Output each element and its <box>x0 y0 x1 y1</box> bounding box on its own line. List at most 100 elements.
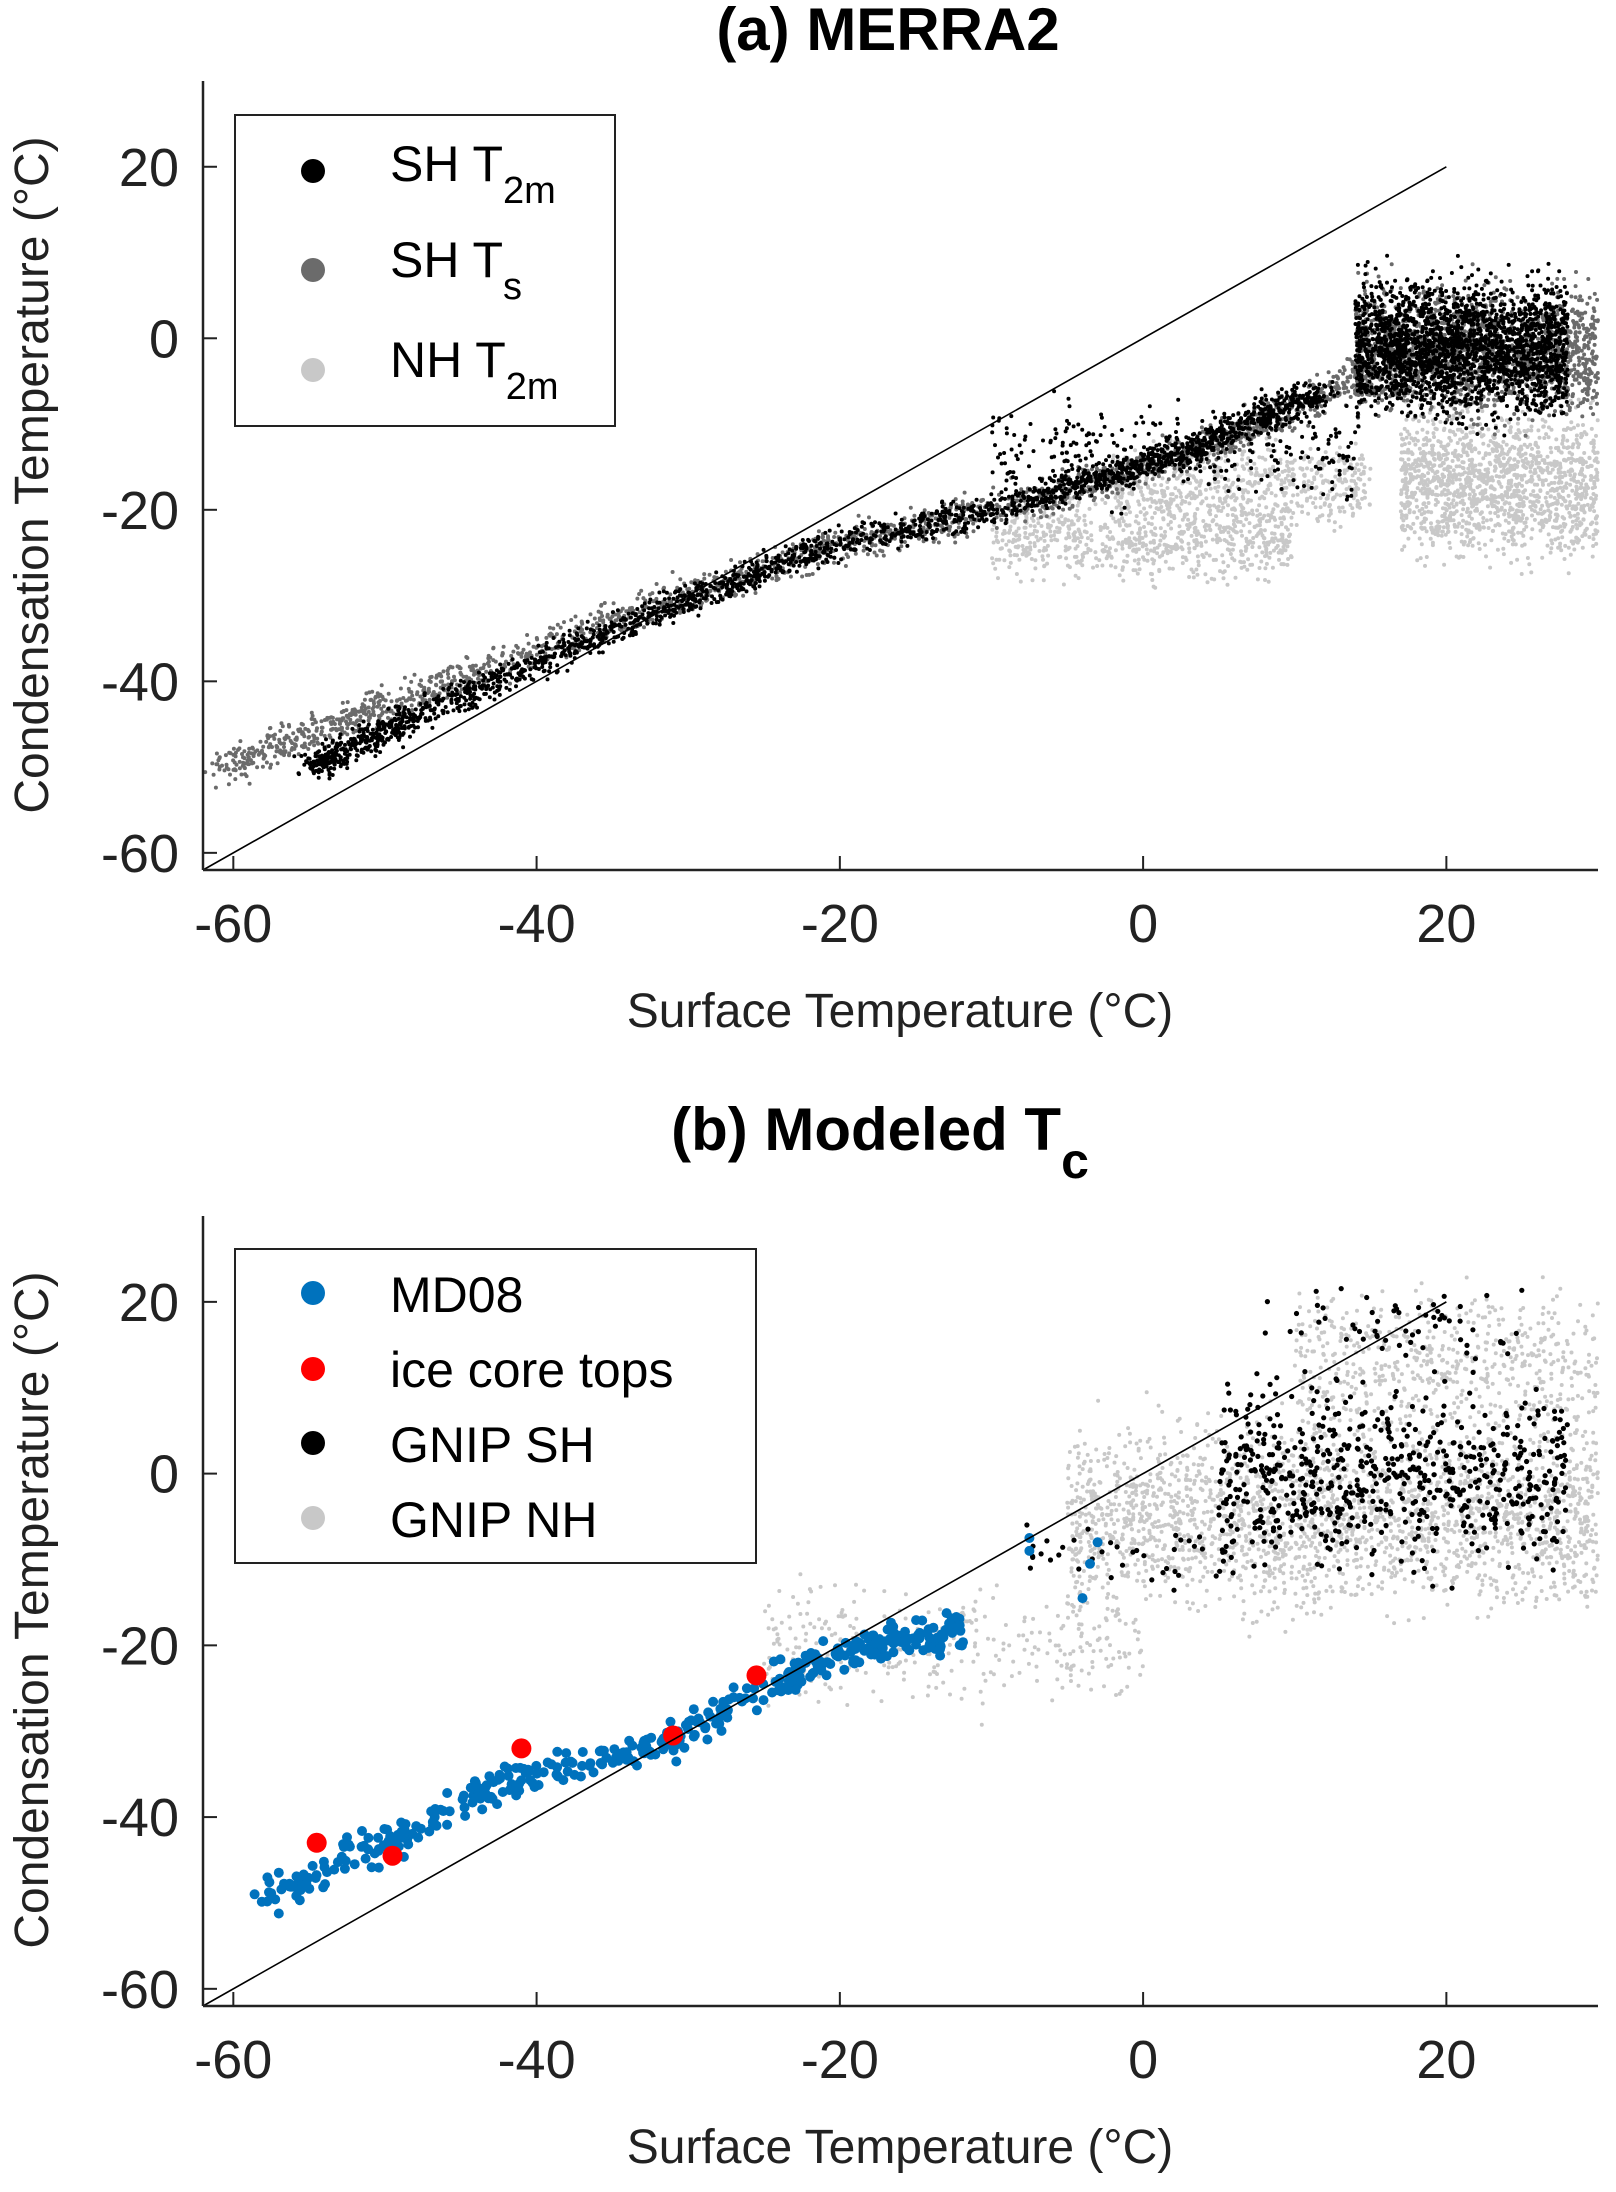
point-nh-t2m <box>1429 525 1434 530</box>
point-nh-t2m <box>1442 467 1447 472</box>
point-nh-t2m <box>1018 579 1023 584</box>
point-nh-t2m <box>1356 468 1361 473</box>
point-nh-t2m <box>1162 493 1167 498</box>
point-nh-t2m <box>1163 529 1167 534</box>
point-nh-t2m <box>1422 510 1427 515</box>
point-nh-t2m <box>1454 554 1459 559</box>
point-nh-t2m <box>1241 496 1246 501</box>
point-nh-t2m <box>1286 557 1291 561</box>
point-nh-t2m <box>1306 479 1311 484</box>
point-sh-ts <box>591 623 595 628</box>
point-nh-t2m <box>1481 433 1486 438</box>
point-nh-t2m <box>1155 490 1160 495</box>
point-nh-t2m <box>990 527 995 532</box>
point-nh-t2m <box>1322 463 1327 468</box>
point-nh-t2m <box>1560 475 1565 479</box>
point-sh-ts <box>409 679 414 684</box>
point-sh-ts <box>1570 307 1575 312</box>
point-sh-ts <box>1577 325 1582 330</box>
point-nh-t2m <box>1415 504 1419 509</box>
point-sh-ts <box>1590 316 1595 321</box>
point-nh-t2m <box>1561 496 1566 500</box>
point-nh-t2m <box>1580 534 1585 539</box>
point-nh-t2m <box>1574 480 1579 484</box>
point-sh-ts <box>1150 477 1155 482</box>
point-nh-t2m <box>1461 507 1466 512</box>
point-nh-t2m <box>1580 545 1585 550</box>
point-nh-t2m <box>1522 429 1527 433</box>
point-sh-ts <box>832 560 836 565</box>
point-nh-t2m <box>1300 504 1304 509</box>
point-nh-t2m <box>1408 472 1412 477</box>
point-sh-ts <box>1575 338 1580 343</box>
point-sh-ts <box>217 767 222 772</box>
point-nh-t2m <box>1066 531 1071 536</box>
point-nh-t2m <box>1216 508 1221 513</box>
point-sh-ts <box>780 550 785 555</box>
point-nh-t2m <box>1575 423 1580 428</box>
point-nh-t2m <box>1157 567 1162 572</box>
point-sh-ts <box>1584 391 1589 396</box>
point-nh-t2m <box>1289 515 1294 520</box>
point-nh-t2m <box>1350 473 1355 478</box>
point-nh-t2m <box>1546 435 1551 440</box>
point-nh-t2m <box>1231 522 1236 527</box>
point-nh-t2m <box>1166 504 1171 509</box>
point-nh-t2m <box>1545 543 1550 548</box>
point-sh-ts <box>1492 397 1496 402</box>
point-nh-t2m <box>1277 473 1281 477</box>
point-nh-t2m <box>1140 544 1145 549</box>
point-nh-t2m <box>1400 523 1405 528</box>
point-nh-t2m <box>1037 549 1042 553</box>
point-sh-ts <box>1579 372 1583 377</box>
point-nh-t2m <box>1214 514 1218 519</box>
point-sh-ts <box>1417 291 1422 296</box>
point-sh-ts <box>1570 383 1575 387</box>
point-nh-t2m <box>1267 467 1272 472</box>
point-nh-t2m <box>1103 522 1108 527</box>
point-nh-t2m <box>1098 528 1103 532</box>
point-sh-ts <box>956 525 961 530</box>
point-nh-t2m <box>1549 462 1554 467</box>
point-nh-t2m <box>1495 509 1500 514</box>
point-nh-t2m <box>1571 504 1576 509</box>
point-nh-t2m <box>1547 518 1552 522</box>
point-nh-t2m <box>1158 526 1163 531</box>
point-nh-t2m <box>1446 464 1451 469</box>
point-nh-t2m <box>1575 540 1580 545</box>
point-nh-t2m <box>1336 459 1341 464</box>
point-sh-ts <box>340 700 345 705</box>
point-nh-t2m <box>1454 501 1459 506</box>
point-sh-ts <box>1023 519 1028 524</box>
point-nh-t2m <box>1137 538 1142 542</box>
point-nh-t2m <box>1515 557 1520 562</box>
point-nh-t2m <box>1456 492 1461 497</box>
point-nh-t2m <box>1461 448 1466 453</box>
point-nh-t2m <box>1063 544 1068 549</box>
point-nh-t2m <box>1430 543 1435 548</box>
point-nh-t2m <box>1558 541 1563 546</box>
point-nh-t2m <box>1284 538 1289 543</box>
point-sh-ts <box>319 719 324 724</box>
point-nh-t2m <box>1435 474 1440 479</box>
point-sh-ts <box>1362 288 1367 293</box>
point-nh-t2m <box>1215 474 1220 479</box>
point-nh-t2m <box>1263 566 1268 571</box>
point-nh-t2m <box>1305 466 1309 471</box>
point-nh-t2m <box>1178 508 1183 513</box>
point-nh-t2m <box>1574 433 1579 438</box>
point-nh-t2m <box>1239 560 1244 565</box>
point-nh-t2m <box>1289 554 1293 559</box>
point-sh-ts <box>1591 412 1596 417</box>
point-nh-t2m <box>1196 559 1201 564</box>
point-nh-t2m <box>1217 526 1222 531</box>
point-nh-t2m <box>1204 496 1209 501</box>
point-nh-t2m <box>1550 467 1555 472</box>
point-nh-t2m <box>1179 494 1183 499</box>
point-nh-t2m <box>1156 507 1161 512</box>
point-nh-t2m <box>1417 446 1422 451</box>
point-nh-t2m <box>1288 482 1292 487</box>
point-nh-t2m <box>1447 540 1452 545</box>
point-nh-t2m <box>1017 537 1022 542</box>
